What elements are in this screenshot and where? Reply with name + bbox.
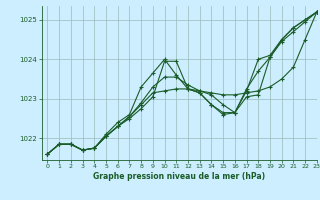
X-axis label: Graphe pression niveau de la mer (hPa): Graphe pression niveau de la mer (hPa) xyxy=(93,172,265,181)
